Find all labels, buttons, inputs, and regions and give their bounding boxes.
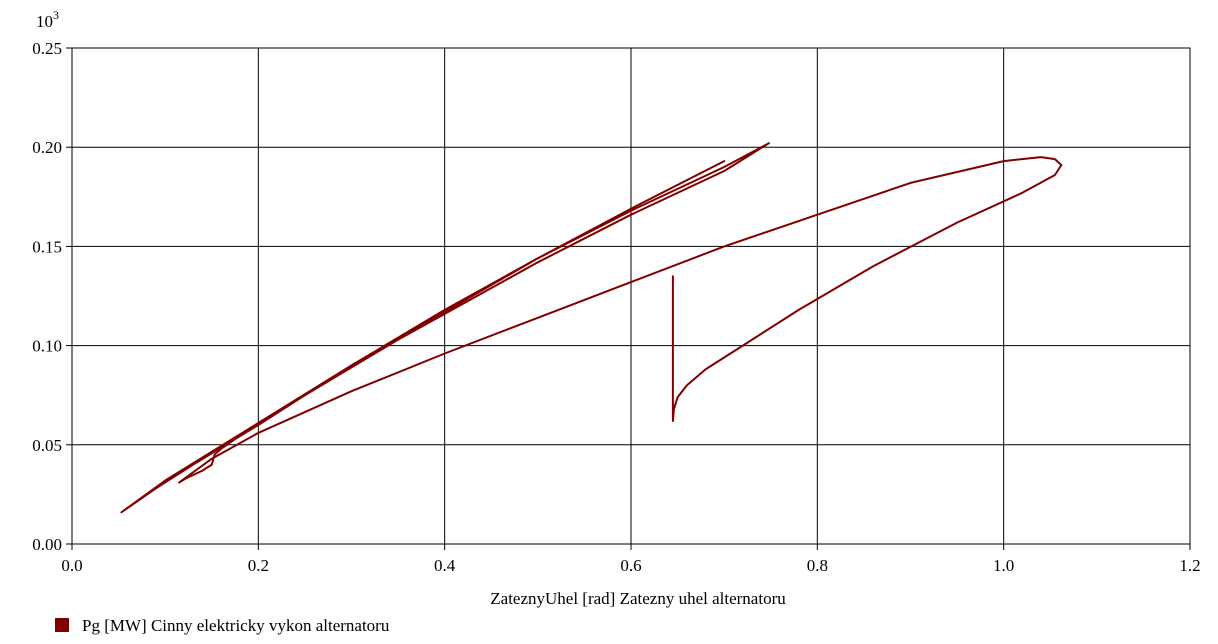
x-tick-label: 1.0 — [993, 556, 1014, 575]
y-tick-label: 0.00 — [32, 535, 62, 554]
y-tick-label: 0.05 — [32, 436, 62, 455]
y-tick-label: 0.10 — [32, 337, 62, 356]
x-tick-label: 0.2 — [248, 556, 269, 575]
y-multiplier: 103 — [36, 8, 59, 31]
y-tick-label: 0.20 — [32, 138, 62, 157]
y-tick-label: 0.25 — [32, 39, 62, 58]
y-multiplier-base: 10 — [36, 12, 53, 31]
x-tick-label: 1.2 — [1179, 556, 1200, 575]
axis-ticks: 0.0 0.2 0.4 0.6 0.8 1.0 1.2 0.00 0.05 0.10 0.15 0.2… — [32, 39, 1200, 575]
legend-label: Pg [MW] Cinny elektricky vykon alternato… — [82, 616, 390, 635]
y-tick-label: 0.15 — [32, 237, 62, 256]
legend-swatch — [55, 618, 69, 632]
x-tick-label: 0.4 — [434, 556, 456, 575]
series-line — [120, 142, 1063, 514]
x-tick-label: 0.6 — [620, 556, 641, 575]
x-axis-title: ZateznyUhel [rad] Zatezny uhel alternato… — [490, 589, 786, 608]
x-tick-label: 0.8 — [807, 556, 828, 575]
grid — [72, 48, 1190, 544]
legend: Pg [MW] Cinny elektricky vykon alternato… — [55, 616, 390, 635]
x-tick-label: 0.0 — [61, 556, 82, 575]
y-multiplier-exponent: 3 — [53, 8, 59, 22]
series-layer — [120, 142, 1063, 514]
